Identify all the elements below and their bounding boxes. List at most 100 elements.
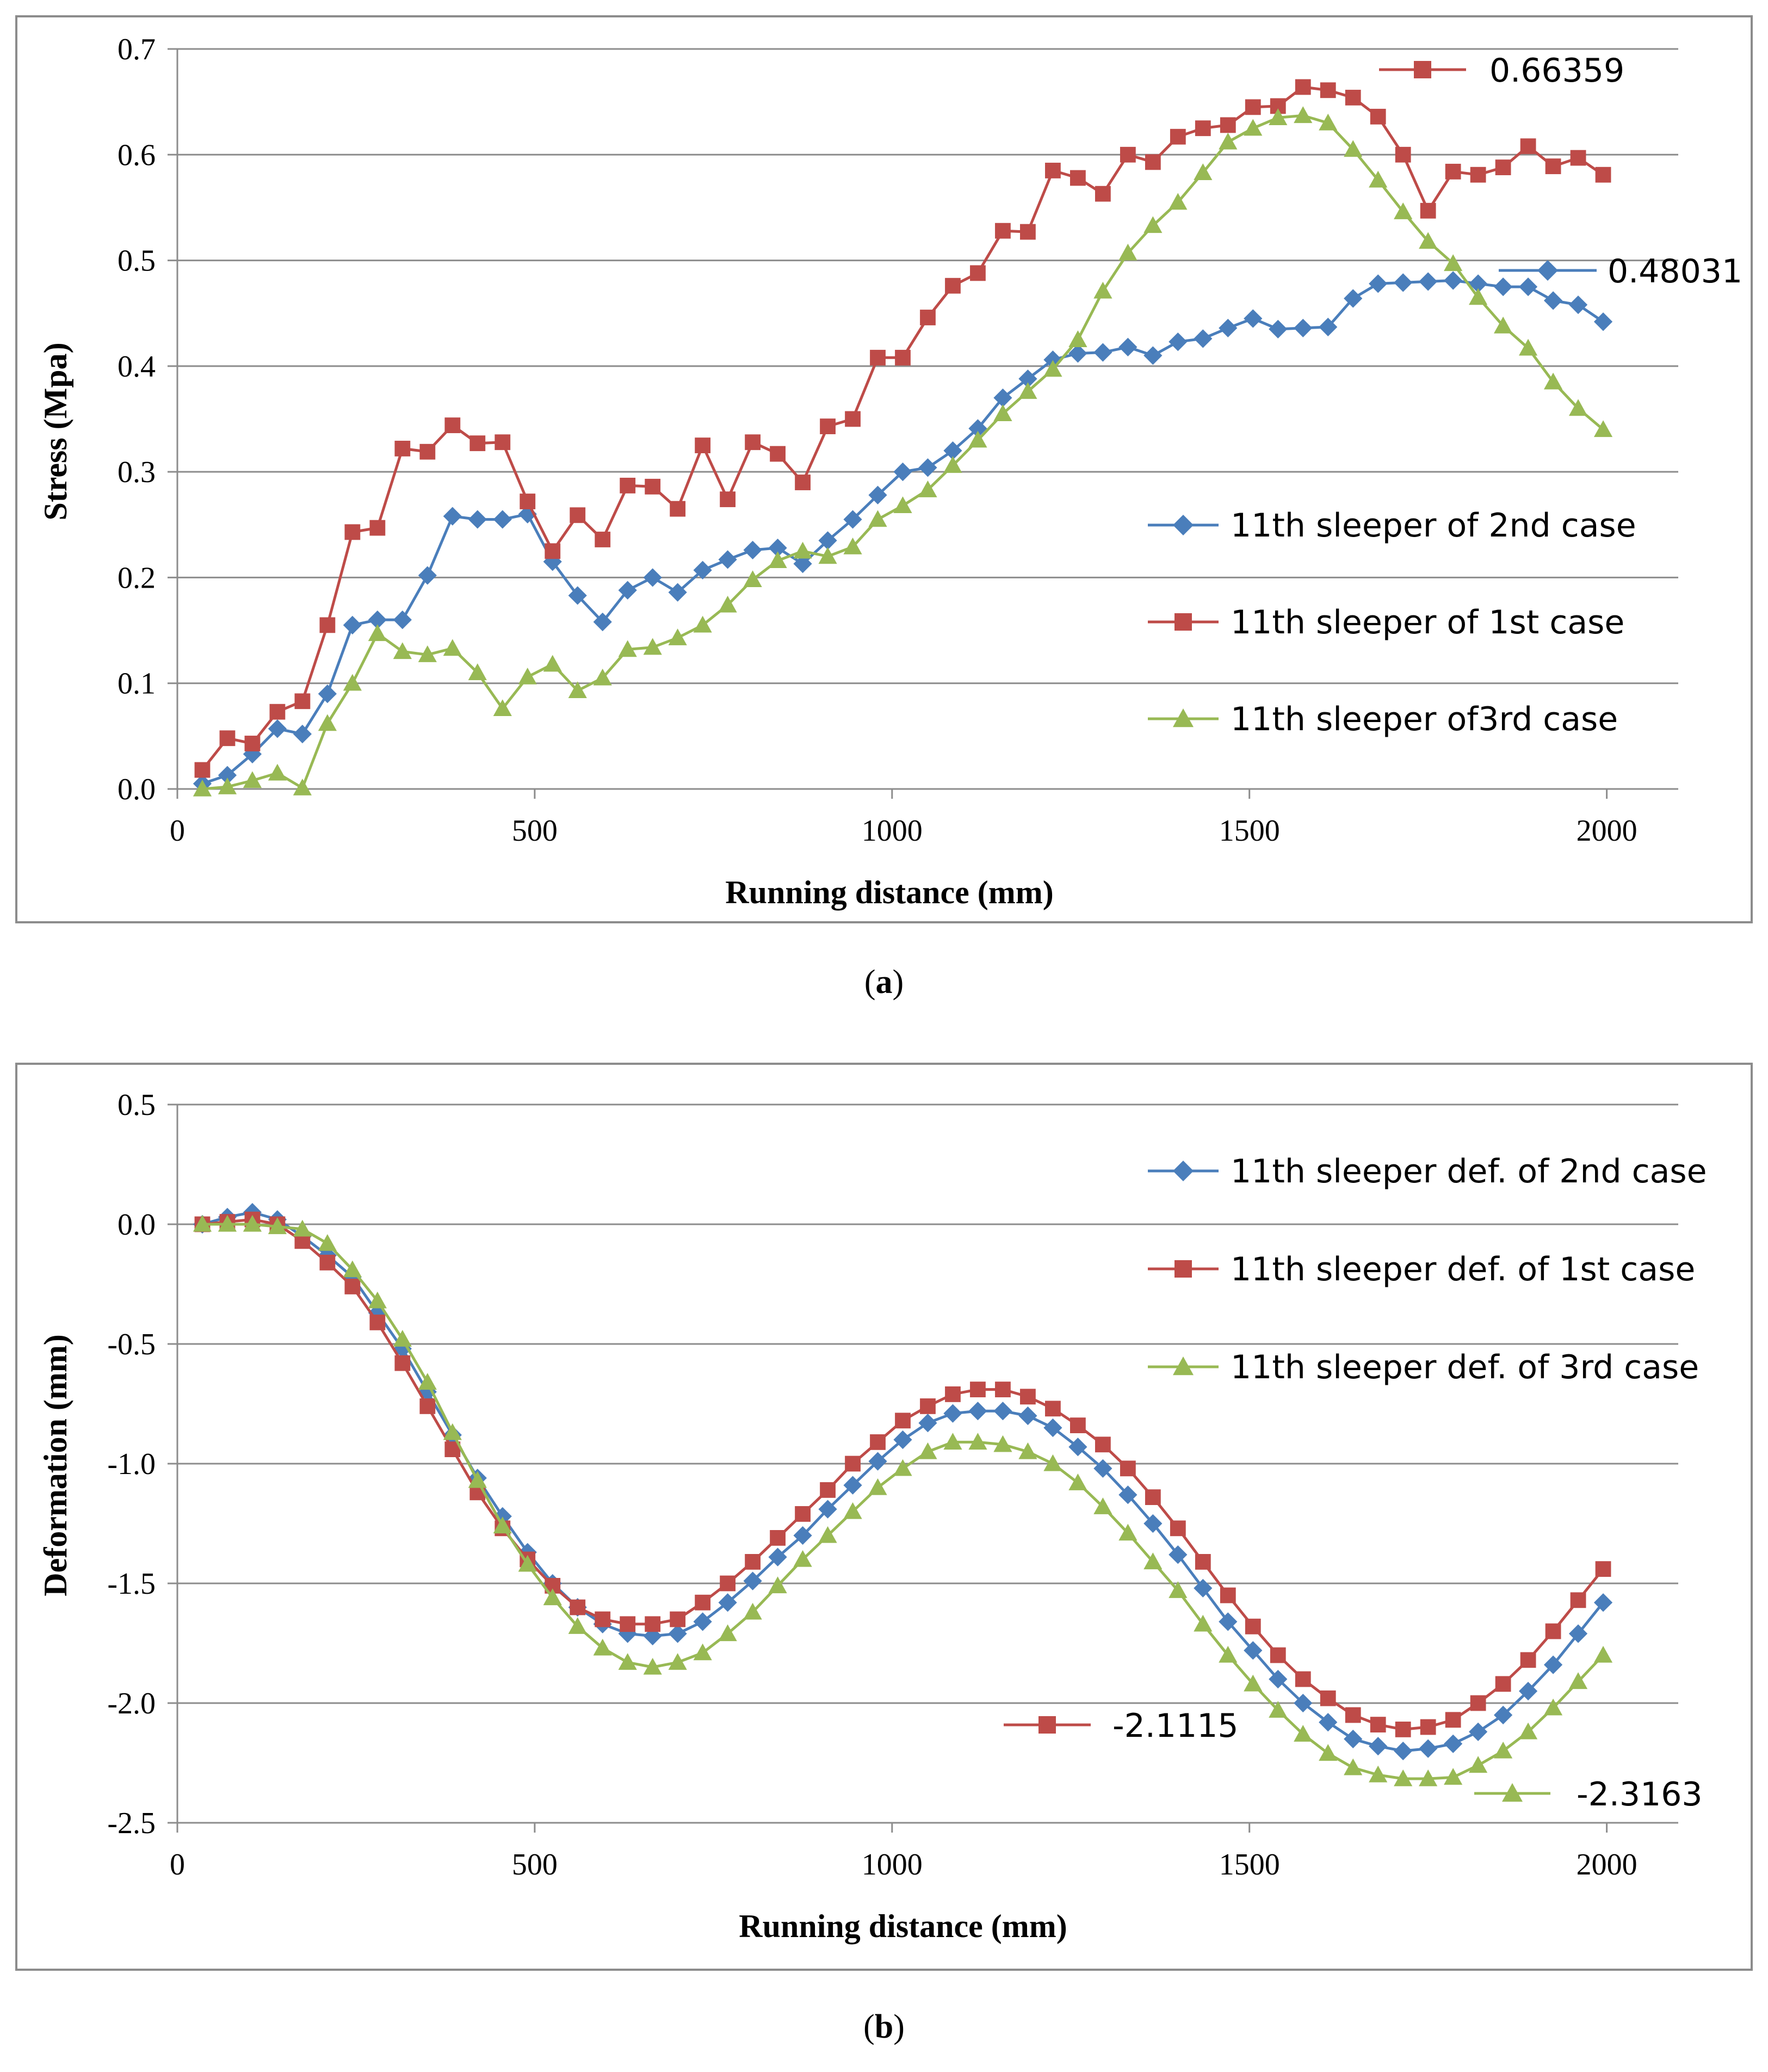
data-point [444,417,461,434]
data-point [1070,170,1086,186]
data-point [920,310,936,325]
legend-label: 11th sleeper of 1st case [1231,603,1624,642]
data-point [1294,106,1313,124]
data-point [1320,82,1336,98]
data-point [643,1626,662,1645]
y-tick-label: 0.1 [118,667,156,701]
stress-legend: 11th sleeper of 2nd case 11th sleeper of … [1148,507,1636,738]
data-point [1369,170,1388,188]
data-point [843,537,862,554]
data-point [843,510,862,529]
legend-entry: 11th sleeper def. of 3rd case [1148,1348,1699,1386]
data-point [1568,295,1588,314]
data-point [244,736,261,751]
data-point [193,1214,212,1232]
data-point [1444,254,1463,272]
annotation-label: 0.66359 [1489,52,1624,90]
data-point [1445,163,1461,180]
data-point [1120,146,1136,163]
data-point [1543,1655,1563,1674]
data-point [620,1616,636,1632]
data-point [1244,309,1263,328]
data-point [1068,344,1087,363]
data-point [1043,360,1062,377]
data-point [993,1402,1012,1421]
data-point [543,1588,562,1606]
data-point [1045,1401,1061,1417]
x-tick-label: 0 [170,814,185,848]
data-point [693,1643,712,1661]
data-point [1169,1545,1188,1564]
data-point [568,586,587,605]
legend-label: 11th sleeper def. of 3rd case [1231,1348,1699,1386]
data-point [1043,1418,1062,1438]
data-point [718,550,737,569]
data-point [1395,146,1411,163]
data-point [394,1355,411,1371]
stress-annotations: 0.66359 0.48031 [1379,52,1742,291]
data-point [895,1413,911,1429]
legend-marker [1174,1260,1192,1278]
caption-b: (b) [863,2008,905,2045]
data-point [1220,117,1236,133]
data-point [1543,291,1563,310]
data-point [668,628,687,645]
data-point [468,510,487,529]
data-point [1593,1645,1613,1663]
data-point [943,1433,962,1450]
data-point [1519,338,1538,356]
data-point [768,1576,787,1594]
data-point [595,1611,611,1627]
data-point [1244,119,1263,136]
data-point [743,570,762,587]
data-point [243,744,262,763]
data-point [1244,1641,1263,1660]
data-point [568,1617,587,1634]
data-point [1344,289,1363,308]
annotation-marker [1038,1716,1056,1734]
legend-entry: 11th sleeper of 1st case [1148,603,1624,642]
data-point [968,1402,987,1421]
data-point [1194,1614,1213,1632]
data-point [1319,317,1338,337]
data-point [945,1386,961,1402]
data-point [1219,132,1238,150]
data-point [1320,1690,1336,1706]
data-point [1595,166,1611,183]
stress-series-layer [193,79,1613,797]
data-point [1369,1765,1388,1783]
data-point [943,456,962,473]
legend-label: 11th sleeper def. of 2nd case [1231,1152,1707,1191]
y-tick-label: -1.5 [107,1567,156,1601]
data-point [1068,1473,1087,1490]
data-point [1245,99,1261,115]
x-tick-label: 1000 [862,1848,923,1882]
data-point [668,583,687,602]
data-point [1444,1734,1463,1753]
data-point [943,441,962,460]
data-point [770,1530,786,1546]
data-point [1195,1554,1211,1570]
data-point [419,1398,436,1414]
data-point [393,642,412,659]
data-point [1068,1438,1087,1457]
data-point [1470,1695,1486,1711]
legend-marker [1173,708,1194,727]
data-point [493,699,512,717]
stress-x-axis-title: Running distance (mm) [725,874,1053,910]
y-tick-label: 0.0 [118,773,156,806]
data-point [1170,1520,1186,1537]
data-point [469,435,486,452]
data-point [1269,1669,1288,1689]
data-point [1018,1406,1037,1426]
y-tick-label: 0.0 [118,1208,156,1242]
data-point [1394,1741,1413,1761]
data-point [368,610,387,630]
data-point [893,496,912,513]
data-point [668,1624,687,1643]
data-point [318,684,337,704]
caption-a: (a) [864,964,904,1001]
data-point [1519,1722,1538,1740]
data-point [419,443,436,460]
data-point [368,624,387,642]
